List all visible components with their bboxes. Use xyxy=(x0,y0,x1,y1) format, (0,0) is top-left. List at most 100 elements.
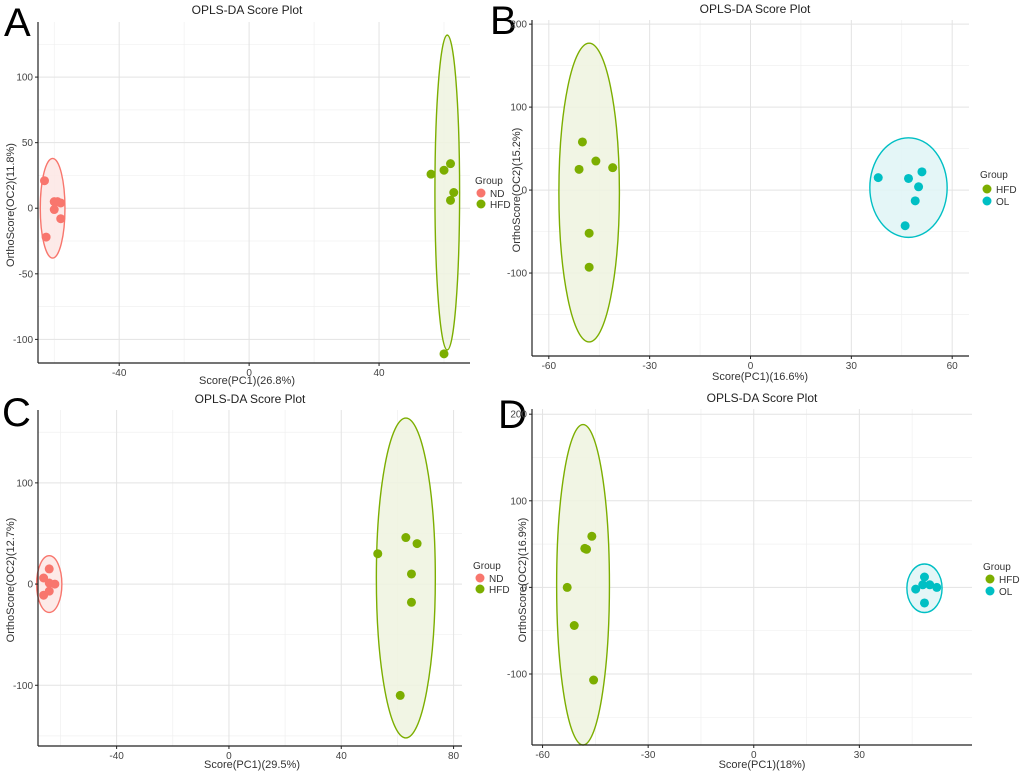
data-point-ol xyxy=(919,572,929,582)
confidence-ellipse-hfd xyxy=(375,417,437,739)
legend-marker-hfd xyxy=(982,184,992,194)
data-point-hfd xyxy=(446,195,456,205)
data-point-nd xyxy=(56,198,66,208)
axes xyxy=(35,410,462,749)
y-tick-label: 100 xyxy=(510,496,527,507)
legend-label-hfd: HFD xyxy=(996,185,1017,196)
data-point-ol xyxy=(918,580,928,590)
y-tick-label: -100 xyxy=(13,335,33,346)
x-tick-label: -30 xyxy=(642,361,657,372)
panel-d: D OPLS-DA Score Plot -60 -30 0 30 -100 0 100 2… xyxy=(498,391,1020,771)
data-point-hfd xyxy=(406,569,416,579)
legend-title: Group xyxy=(475,176,503,187)
panel-a: A OPLS-DA Score Plot -40 0 40 -100 -50 0 50 10… xyxy=(4,1,511,387)
data-point-ol xyxy=(900,221,910,231)
x-tick-labels: -40 0 40 80 xyxy=(109,751,459,762)
y-axis-label: OrthoScore(OC2)(15.2%) xyxy=(511,128,523,253)
data-point-ol xyxy=(925,580,935,590)
data-point-hfd xyxy=(587,531,597,541)
data-point-hfd xyxy=(446,159,456,169)
x-tick-label: 80 xyxy=(448,751,460,762)
y-tick-label: 0 xyxy=(521,186,527,197)
chart-title: OPLS-DA Score Plot xyxy=(707,391,818,405)
y-tick-labels: -100 -50 0 50 100 xyxy=(13,73,33,346)
legend: Group HFD OL xyxy=(980,170,1017,208)
x-axis-label: Score(PC1)(18%) xyxy=(719,759,806,771)
y-tick-label: 100 xyxy=(16,478,33,489)
data-point-hfd xyxy=(406,597,416,607)
legend-marker-ol xyxy=(985,586,995,596)
data-point-hfd xyxy=(584,262,594,272)
data-point-hfd xyxy=(569,620,579,630)
y-tick-label: 50 xyxy=(22,138,34,149)
data-point-hfd xyxy=(412,539,422,549)
panel-letter: C xyxy=(2,391,31,435)
data-point-ol xyxy=(914,182,924,192)
legend-label-nd: ND xyxy=(490,189,504,200)
data-point-ol xyxy=(903,173,913,183)
x-tick-label: 0 xyxy=(246,368,252,379)
y-axis-label: OrthoScore(OC2)(11.8%) xyxy=(5,143,17,267)
y-tick-label: 200 xyxy=(510,410,527,421)
data-point-nd xyxy=(50,579,60,589)
panel-c: C OPLS-DA Score Plot -40 0 40 80 -100 0 100 S… xyxy=(2,391,510,771)
axes xyxy=(35,22,470,366)
x-tick-label: 0 xyxy=(748,361,754,372)
data-point-hfd xyxy=(401,533,411,543)
x-axis-label: Score(PC1)(16.6%) xyxy=(712,371,808,383)
data-point-hfd xyxy=(426,169,436,179)
legend-label-hfd: HFD xyxy=(999,575,1020,586)
data-point-ol xyxy=(932,582,942,592)
data-points xyxy=(39,159,459,359)
data-point-hfd xyxy=(449,188,459,197)
confidence-ellipse-hfd xyxy=(558,42,621,343)
y-tick-label: 0 xyxy=(27,204,33,215)
x-tick-labels: -60 -30 0 30 60 xyxy=(542,361,959,372)
confidence-ellipses xyxy=(39,34,461,351)
data-point-hfd xyxy=(439,165,449,175)
x-tick-label: 40 xyxy=(373,368,385,379)
data-point-hfd xyxy=(562,582,572,592)
data-point-hfd xyxy=(577,137,587,147)
y-tick-label: 100 xyxy=(510,103,527,114)
data-points xyxy=(562,531,942,685)
confidence-ellipses xyxy=(558,42,948,343)
confidence-ellipse-hfd xyxy=(434,34,461,351)
x-tick-label: 40 xyxy=(336,751,348,762)
x-tick-label: 0 xyxy=(226,751,232,762)
chart-title: OPLS-DA Score Plot xyxy=(192,3,303,17)
data-point-hfd xyxy=(589,675,599,685)
data-point-ol xyxy=(917,167,927,177)
x-tick-label: -40 xyxy=(109,751,124,762)
panel-letter: D xyxy=(498,393,527,437)
legend-title: Group xyxy=(983,562,1011,573)
y-tick-label: -100 xyxy=(507,269,527,280)
data-point-nd xyxy=(49,205,59,215)
legend-marker-hfd xyxy=(985,574,995,584)
y-tick-labels: -100 0 100 200 xyxy=(507,20,527,280)
y-tick-label: 200 xyxy=(510,20,527,31)
legend-label-ol: OL xyxy=(996,197,1010,208)
data-point-ol xyxy=(919,598,929,608)
y-tick-labels: -100 0 100 xyxy=(13,478,33,691)
x-tick-label: 30 xyxy=(846,361,858,372)
legend: Group ND HFD xyxy=(473,561,510,596)
x-tick-label: -60 xyxy=(542,361,557,372)
legend-label-hfd: HFD xyxy=(489,585,510,596)
x-tick-labels: -60 -30 0 30 xyxy=(535,750,865,761)
legend-title: Group xyxy=(473,561,501,572)
data-point-nd xyxy=(39,590,49,600)
data-point-nd xyxy=(41,232,51,242)
y-tick-labels: -100 0 100 200 xyxy=(507,410,527,681)
panel-letter: B xyxy=(490,0,517,43)
legend-title: Group xyxy=(980,170,1008,181)
data-point-nd xyxy=(56,214,66,224)
chart-title: OPLS-DA Score Plot xyxy=(700,2,811,16)
data-point-nd xyxy=(44,564,54,574)
data-point-nd xyxy=(39,176,49,186)
confidence-ellipses xyxy=(555,423,943,746)
data-point-hfd xyxy=(574,164,584,174)
y-tick-label: -100 xyxy=(507,669,527,680)
axes xyxy=(529,20,969,359)
